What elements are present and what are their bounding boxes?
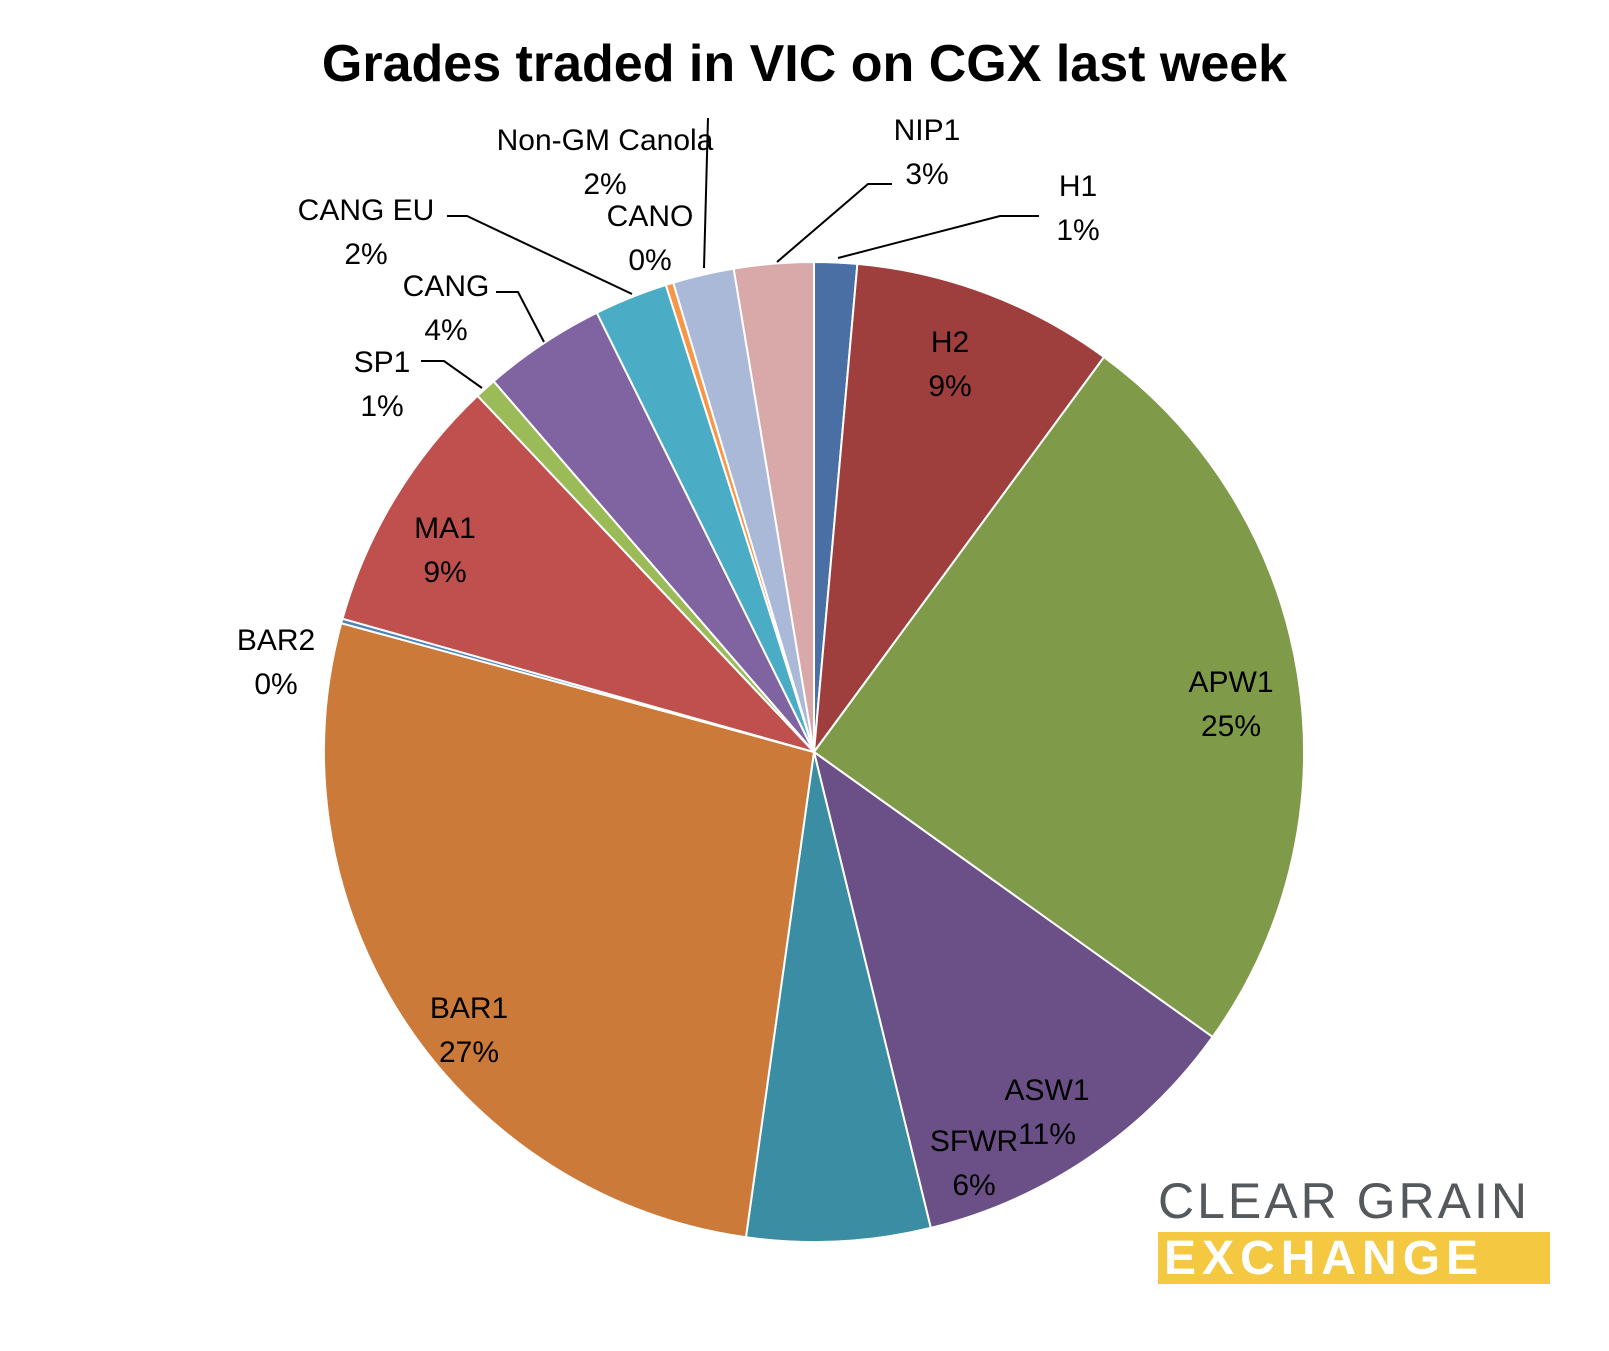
slice-label-cano: CANO — [607, 200, 694, 233]
slice-label-h2: H2 — [931, 326, 969, 359]
leader-line-cang — [496, 291, 545, 343]
slice-percent-bar2: 0% — [254, 668, 297, 701]
pie-slice-apw1 — [812, 355, 1305, 1039]
slice-label-apw1: APW1 — [1188, 666, 1273, 699]
pie-slice-h2 — [812, 262, 1106, 756]
pie-slice-bar1 — [323, 621, 816, 1239]
clear-grain-exchange-logo: CLEAR GRAIN EXCHANGE — [1158, 1176, 1550, 1284]
slice-label-sfwr: SFWR — [930, 1125, 1018, 1158]
slice-percent-cano: 0% — [628, 244, 671, 277]
slice-label-bar1: BAR1 — [430, 992, 508, 1025]
leader-line-sp1 — [421, 360, 483, 389]
slice-percent-non-gm-canola: 2% — [583, 168, 626, 201]
slice-percent-h2: 9% — [928, 370, 971, 403]
slice-percent-cang: 4% — [424, 314, 467, 347]
slice-percent-ma1: 9% — [423, 556, 466, 589]
slice-percent-sp1: 1% — [360, 390, 403, 423]
slice-label-bar2: BAR2 — [237, 624, 315, 657]
slice-percent-sfwr: 6% — [952, 1169, 995, 1202]
pie-slice-sfwr — [744, 751, 933, 1244]
slice-percent-h1: 1% — [1056, 214, 1099, 247]
leader-line-h1 — [837, 215, 1039, 259]
slice-label-cang-eu: CANG EU — [298, 194, 435, 227]
slice-label-h1: H1 — [1059, 170, 1097, 203]
slice-percent-cang-eu: 2% — [344, 238, 387, 271]
pie-slice-nip1 — [732, 260, 815, 753]
leader-line-non-gm-canola — [703, 117, 709, 269]
chart-title: Grades traded in VIC on CGX last week — [321, 35, 1288, 93]
pie-slice-ma1 — [341, 394, 818, 754]
slice-label-asw1: ASW1 — [1004, 1074, 1089, 1107]
slice-percent-nip1: 3% — [905, 158, 948, 191]
logo-line-2: EXCHANGE — [1158, 1232, 1550, 1284]
slice-percent-bar1: 27% — [439, 1036, 499, 1069]
logo-line-1: CLEAR GRAIN — [1158, 1173, 1530, 1229]
slice-percent-asw1: 11% — [1018, 1118, 1076, 1151]
slice-label-non-gm-canola: Non-GM Canola — [497, 124, 714, 157]
slice-percent-apw1: 25% — [1201, 710, 1261, 743]
pie-slice-asw1 — [812, 749, 1214, 1230]
leader-line-cang-eu — [447, 215, 633, 295]
slice-label-nip1: NIP1 — [894, 114, 961, 147]
leader-line-nip1 — [776, 183, 892, 263]
slice-label-ma1: MA1 — [414, 512, 476, 545]
slice-label-cang: CANG — [403, 270, 490, 303]
slice-label-sp1: SP1 — [354, 346, 411, 379]
